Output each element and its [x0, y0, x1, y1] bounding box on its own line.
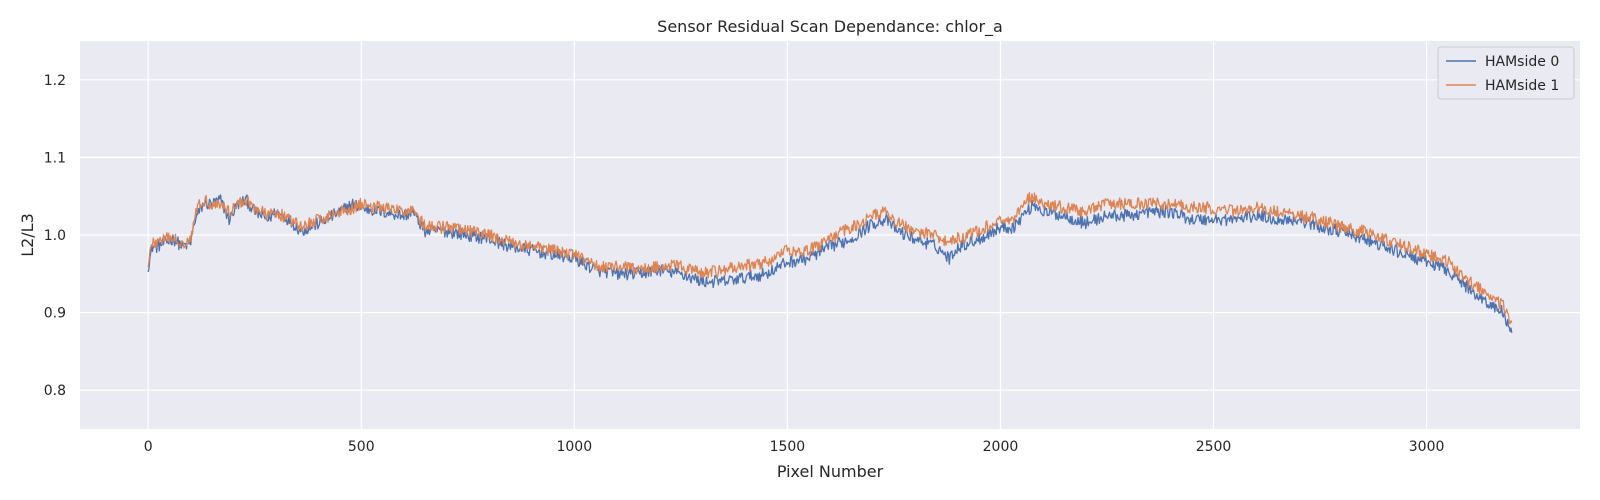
legend-label-hamside-1: HAMside 1 [1485, 78, 1559, 94]
x-axis-title: Pixel Number [777, 462, 884, 481]
y-tick-label: 1.0 [44, 228, 66, 244]
legend-box [1437, 46, 1575, 100]
chart-title: Sensor Residual Scan Dependance: chlor_a [657, 17, 1003, 37]
x-tick-label: 500 [348, 439, 375, 455]
x-tick-label: 2500 [1196, 439, 1232, 455]
y-tick-label: 0.8 [44, 383, 66, 399]
y-tick-labels: 0.8 0.9 1.0 1.1 1.2 [44, 73, 66, 399]
x-tick-label: 2000 [983, 439, 1019, 455]
x-tick-label: 3000 [1409, 439, 1445, 455]
legend-label-hamside-0: HAMside 0 [1485, 54, 1559, 70]
y-tick-label: 1.1 [44, 150, 66, 166]
series-lines [147, 191, 1513, 334]
x-tick-label: 1500 [770, 439, 806, 455]
y-tick-label: 1.2 [44, 73, 66, 89]
legend: HAMside 0 HAMside 1 [1437, 46, 1575, 100]
y-tick-label: 0.9 [44, 306, 66, 322]
x-tick-label: 1000 [556, 439, 592, 455]
series-line-hamside-1 [147, 191, 1513, 325]
x-tick-labels: 0 500 1000 1500 2000 2500 3000 [144, 439, 1445, 455]
x-tick-label: 0 [144, 439, 153, 455]
y-axis-title: L2/L3 [18, 213, 37, 257]
